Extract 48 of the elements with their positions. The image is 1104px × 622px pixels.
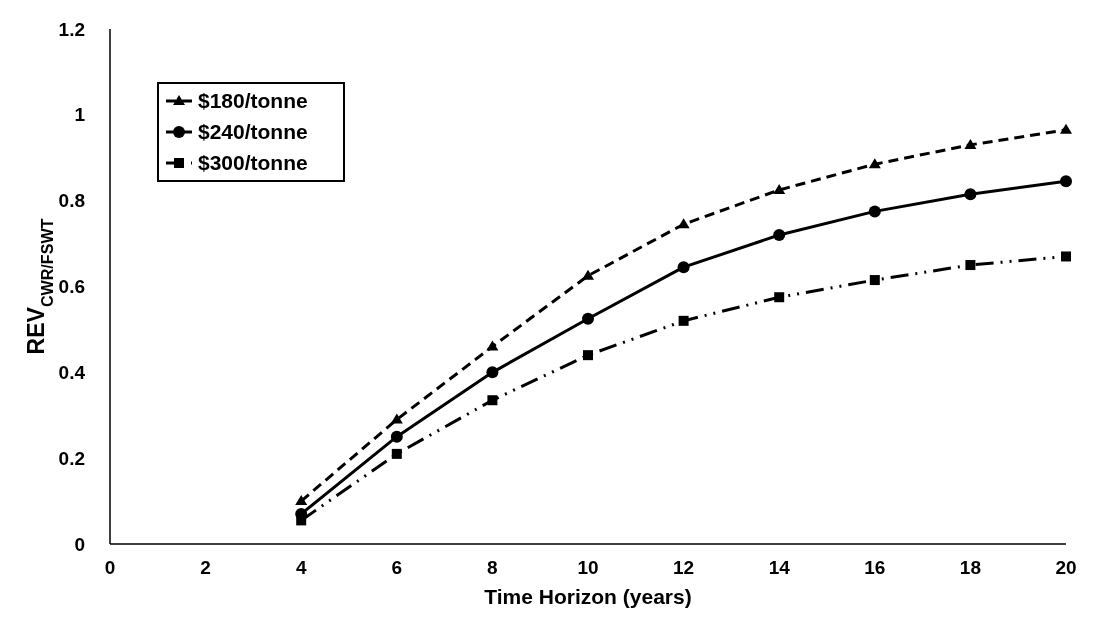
x-tick-label: 14 <box>768 557 791 578</box>
point <box>582 269 594 280</box>
y-tick-label: 0.8 <box>58 190 85 212</box>
point <box>868 205 881 218</box>
x-tick-label: 16 <box>864 557 886 578</box>
point <box>390 430 403 443</box>
point <box>1061 251 1071 262</box>
x-tick-label: 10 <box>577 557 599 578</box>
point <box>296 515 307 526</box>
point <box>486 340 499 351</box>
y-tick-label: 1.2 <box>58 18 85 40</box>
point <box>486 366 499 379</box>
point <box>1060 175 1072 188</box>
y-tick-label: 0.6 <box>58 276 85 298</box>
y-tick-label: 0.2 <box>58 447 85 469</box>
point <box>583 350 593 361</box>
x-tick-label: 20 <box>1055 557 1077 578</box>
point <box>869 275 880 286</box>
x-tick-label: 12 <box>673 557 695 578</box>
point <box>295 495 308 506</box>
point <box>677 218 690 229</box>
legend-label: $180/tonne <box>198 89 308 113</box>
x-axis-title: Time Horizon (years) <box>484 585 692 608</box>
point <box>487 395 498 406</box>
x-tick-label: 2 <box>200 557 211 578</box>
point <box>773 229 786 241</box>
x-tick-label: 4 <box>295 557 307 578</box>
y-tick-label: 0 <box>74 533 85 555</box>
point <box>582 312 594 325</box>
x-tick-label: 18 <box>959 557 981 578</box>
point <box>964 188 977 201</box>
point <box>677 261 690 274</box>
point <box>965 260 976 271</box>
point <box>391 448 402 459</box>
point <box>390 413 403 424</box>
legend-label: $240/tonne <box>198 120 308 144</box>
x-tick-label: 0 <box>104 557 116 578</box>
y-tick-label: 1 <box>74 104 86 126</box>
point <box>678 315 689 326</box>
point <box>868 158 881 169</box>
x-tick-label: 8 <box>487 557 498 578</box>
point <box>773 183 786 194</box>
legend-label: $300/tonne <box>198 151 308 175</box>
x-tick-label: 6 <box>391 557 403 578</box>
point <box>1060 123 1072 134</box>
y-tick-label: 0.4 <box>58 361 86 383</box>
point <box>774 292 785 303</box>
point <box>964 138 977 149</box>
